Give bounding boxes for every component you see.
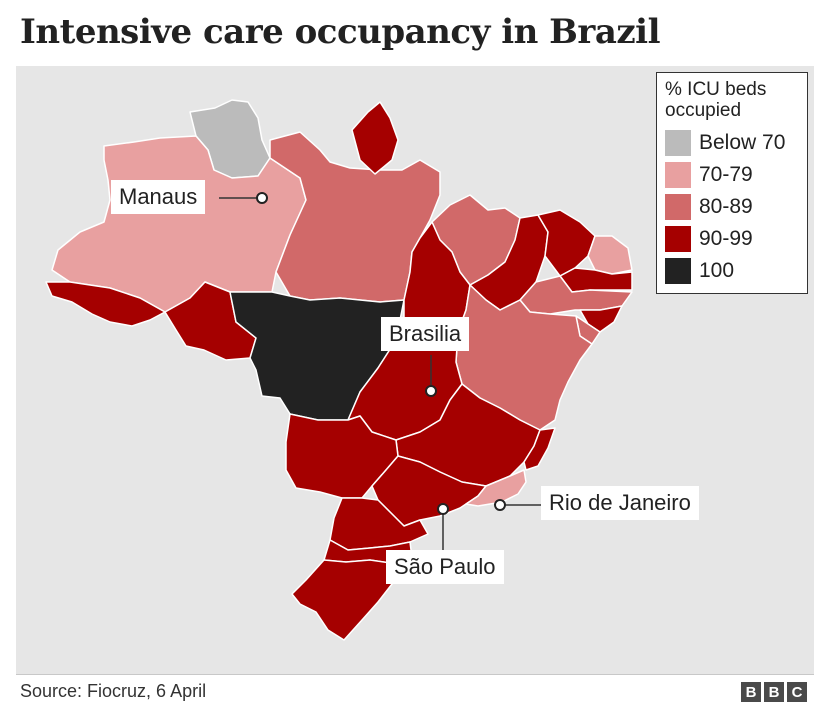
- legend: % ICU beds occupied Below 70 70-79 80-89…: [656, 72, 808, 294]
- bbc-logo-letter: C: [787, 682, 807, 702]
- bbc-logo: B B C: [741, 682, 807, 702]
- source-note: Source: Fiocruz, 6 April: [20, 681, 207, 701]
- legend-swatch-80-89: [665, 194, 691, 220]
- legend-label: 90-99: [699, 227, 753, 250]
- legend-swatch-below-70: [665, 130, 691, 156]
- state-acre: [45, 281, 166, 327]
- state-rs: [291, 559, 399, 641]
- state-espirito-santo: [523, 427, 556, 471]
- legend-item: 100: [665, 255, 799, 287]
- footer-divider: [16, 674, 814, 675]
- rio-marker: [494, 499, 506, 511]
- legend-item: 90-99: [665, 223, 799, 255]
- legend-item: 70-79: [665, 159, 799, 191]
- legend-label: Below 70: [699, 131, 786, 154]
- manaus-marker: [256, 192, 268, 204]
- legend-swatch-100: [665, 258, 691, 284]
- legend-label: 70-79: [699, 163, 753, 186]
- state-ceara: [537, 209, 596, 277]
- bbc-logo-letter: B: [764, 682, 784, 702]
- state-amapa: [351, 101, 399, 175]
- legend-label: 100: [699, 259, 735, 282]
- legend-swatch-90-99: [665, 226, 691, 252]
- legend-title: % ICU beds occupied: [665, 79, 767, 121]
- chart-title: Intensive care occupancy in Brazil: [20, 12, 661, 52]
- state-rn: [587, 235, 633, 275]
- legend-label: 80-89: [699, 195, 753, 218]
- legend-item: 80-89: [665, 191, 799, 223]
- legend-swatch-70-79: [665, 162, 691, 188]
- city-label-rio: Rio de Janeiro: [541, 486, 699, 520]
- brasilia-marker: [425, 385, 437, 397]
- city-label-manaus: Manaus: [111, 180, 206, 214]
- saopaulo-marker: [437, 503, 449, 515]
- state-rio: [465, 469, 527, 507]
- city-label-sao-paulo: São Paulo: [386, 550, 504, 584]
- bbc-logo-letter: B: [741, 682, 761, 702]
- city-label-brasilia: Brasilia: [381, 317, 470, 351]
- legend-item: Below 70: [665, 127, 799, 159]
